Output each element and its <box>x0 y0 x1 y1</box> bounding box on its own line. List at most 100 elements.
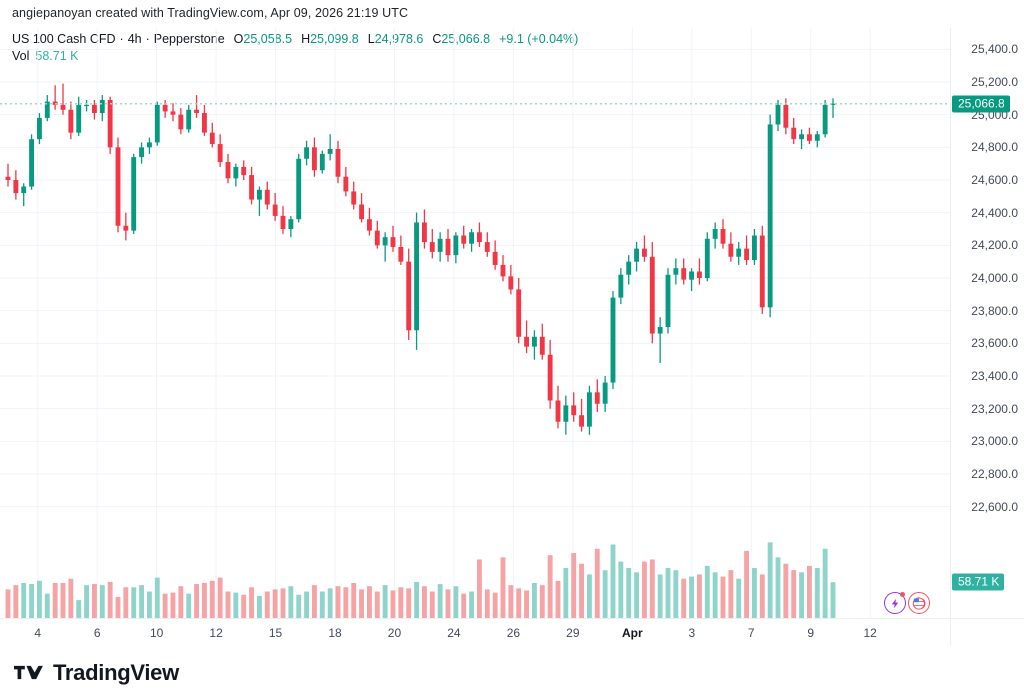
candle-body <box>634 248 640 262</box>
volume-bar <box>249 587 255 618</box>
volume-bar <box>296 594 302 618</box>
volume-bar <box>476 559 482 618</box>
price-tick-label: 24,400.0 <box>971 205 1018 220</box>
floating-badges <box>884 592 930 614</box>
volume-bar <box>806 565 812 618</box>
candle-body <box>767 124 773 308</box>
candle-body <box>429 242 435 252</box>
volume-bar <box>736 578 742 618</box>
volume-bar <box>280 588 286 618</box>
candles <box>5 83 836 435</box>
candle-body <box>445 238 451 256</box>
legend-high-value: 25,099.8 <box>310 32 359 46</box>
time-scale[interactable]: 4 6 10 12 15 18 20 24 26 29 Apr 3 7 9 12 <box>0 618 950 646</box>
volume-bar <box>563 568 569 618</box>
candle-body <box>626 261 632 275</box>
candle-body <box>783 104 789 128</box>
volume-bar <box>154 577 160 618</box>
current-volume-badge[interactable]: 58.71 K <box>952 573 1005 591</box>
volume-bar <box>673 570 679 618</box>
us-flag-icon[interactable] <box>908 592 930 614</box>
candle-body <box>594 392 600 404</box>
volume-bar <box>91 584 97 618</box>
volume-bar <box>374 591 380 618</box>
legend-volume-row: Vol 58.71 K <box>12 48 578 65</box>
candle-body <box>665 274 671 327</box>
candle-body <box>21 186 27 194</box>
volume-bar <box>665 568 671 618</box>
legend-open-label: O <box>233 32 244 46</box>
volume-bar <box>366 586 372 618</box>
candle-body <box>68 109 74 133</box>
candle-body <box>249 175 255 200</box>
volume-bar <box>571 553 577 618</box>
volume-bar <box>44 593 50 618</box>
price-scale[interactable]: 25,400.0 25,200.0 25,000.0 24,800.0 24,600.0… <box>950 28 1024 618</box>
current-price-badge[interactable]: 25,066.8 <box>952 95 1010 113</box>
candle-body <box>91 104 97 114</box>
volume-bar <box>445 589 451 618</box>
volume-bar <box>696 574 702 618</box>
lightning-bolt-icon[interactable] <box>884 592 906 614</box>
volume-bar <box>351 582 357 618</box>
volume-bar <box>437 584 443 618</box>
candle-body <box>60 104 66 110</box>
time-tick-label: 29 <box>566 626 580 640</box>
time-tick-label: 4 <box>34 626 42 640</box>
legend-open-value: 25,058.5 <box>243 32 293 46</box>
candle-body <box>728 243 734 257</box>
time-tick-label: 15 <box>268 626 283 640</box>
volume-bar <box>508 585 514 618</box>
price-tick-label: 23,800.0 <box>971 303 1018 318</box>
chart-plot-area[interactable] <box>0 28 950 618</box>
volume-bar <box>728 570 734 618</box>
price-tick-label: 25,200.0 <box>971 75 1018 89</box>
candle-body <box>115 147 121 226</box>
volume-bar <box>115 596 121 618</box>
legend-interval[interactable]: 4h <box>127 32 142 46</box>
legend-exchange[interactable]: Pepperstone <box>153 32 225 46</box>
time-scale-corner <box>950 618 1024 646</box>
volume-bar <box>60 582 66 618</box>
candle-body <box>162 104 168 112</box>
tradingview-logo[interactable]: TradingView <box>14 660 179 686</box>
candle-body <box>759 235 765 308</box>
volume-bar <box>657 574 663 618</box>
candle-body <box>304 147 310 159</box>
candle-body <box>657 327 663 334</box>
legend-high: H25,099.8 <box>301 31 359 48</box>
flag-glyph <box>912 596 926 610</box>
volume-bar <box>814 568 820 618</box>
price-tick-label: 25,400.0 <box>971 42 1018 57</box>
candle-body <box>13 180 19 194</box>
candle-body <box>586 392 592 427</box>
volume-bar <box>539 585 545 618</box>
legend-separator-2: · <box>145 32 150 46</box>
volume-bar <box>256 595 262 618</box>
candle-body <box>319 153 325 171</box>
time-tick-label: 18 <box>328 626 342 640</box>
volume-bar <box>712 572 718 618</box>
volume-bar <box>579 563 585 618</box>
candle-body <box>822 104 828 135</box>
candle-body <box>99 99 105 114</box>
time-tick-label: 9 <box>807 626 815 640</box>
volume-bar <box>689 576 695 618</box>
candle-body <box>398 246 404 262</box>
legend-change: +9.1 (+0.04%) <box>499 32 579 46</box>
legend-high-label: H <box>301 32 311 46</box>
candle-body <box>681 268 687 280</box>
volume-bar <box>13 585 19 618</box>
volume-bar <box>406 588 412 618</box>
volume-bar <box>453 586 459 618</box>
volume-bar <box>799 572 805 618</box>
candle-body <box>469 232 475 244</box>
volume-bar <box>335 586 341 618</box>
candle-body <box>390 237 396 247</box>
attribution-text: angiepanoyan created with TradingView.co… <box>12 6 409 20</box>
bolt-notification-dot <box>900 592 905 597</box>
volume-bar <box>84 585 90 618</box>
volume-bar <box>626 568 632 618</box>
candle-body <box>264 189 270 205</box>
candle-body <box>751 235 757 261</box>
